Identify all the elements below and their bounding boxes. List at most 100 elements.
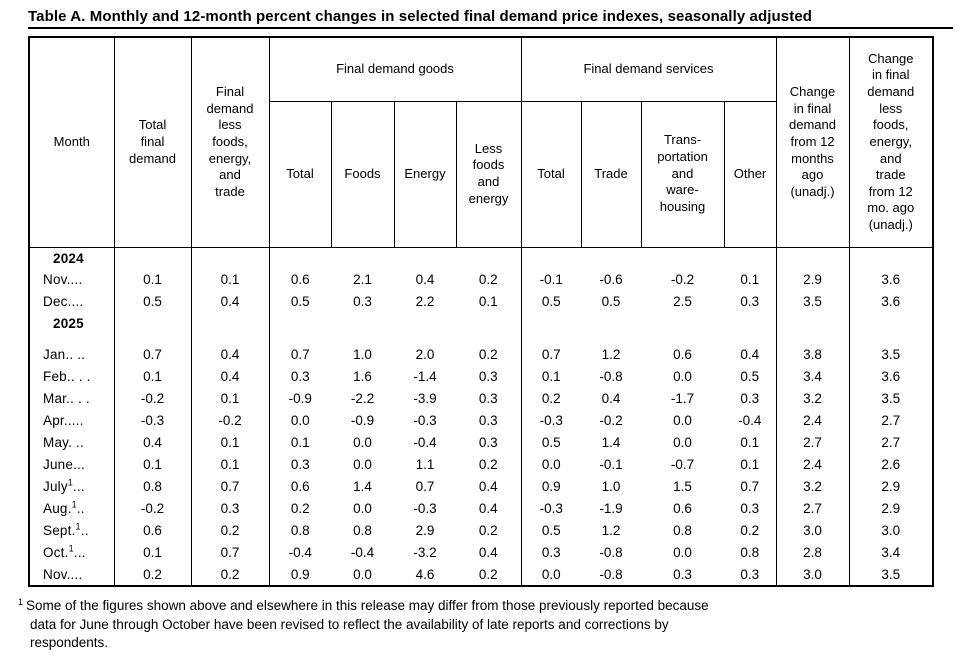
value-cell: 0.5	[724, 366, 777, 388]
month-label-cell: Oct.1...	[29, 542, 115, 564]
value-cell: 3.6	[881, 369, 901, 385]
table-a: Month Total final demand Final demand le…	[28, 36, 934, 587]
value-cell: 0.7	[724, 476, 777, 498]
value-cell: 2.9	[881, 479, 901, 495]
value-cell: 0.3	[456, 366, 522, 388]
value-cell: 4.6	[415, 566, 435, 582]
value-cell: -0.4	[413, 435, 437, 451]
table-row: Jan.. .. 0.7 0.4 0.7 1.0 2.0 0.2 0.7 1.2 0.6 0.4 3.…	[29, 335, 933, 366]
value-cell: 0.5	[541, 435, 561, 451]
title-bar: Table A. Monthly and 12-month percent ch…	[28, 8, 953, 29]
value-cell: 0.3	[353, 294, 372, 310]
value-cell: 0.4	[191, 366, 270, 388]
year-row: 2025	[29, 313, 933, 335]
value-cell: 0.3	[724, 498, 777, 520]
value-cell: 0.0	[541, 457, 561, 473]
value-cell: 0.0	[353, 501, 372, 517]
value-cell: 0.4	[601, 391, 621, 407]
page-title: Table A. Monthly and 12-month percent ch…	[28, 8, 813, 25]
value-cell: 0.1	[191, 388, 270, 410]
value-cell: -0.6	[599, 272, 623, 288]
value-cell: 0.4	[191, 291, 270, 313]
value-cell	[331, 313, 394, 335]
col-header-change-less-12-months: Change in final demand less foods, energ…	[849, 37, 933, 248]
col-header-month: Month	[29, 37, 115, 248]
value-cell: -0.3	[413, 413, 437, 429]
value-cell: -0.4	[288, 545, 312, 561]
value-cell: 3.6	[881, 294, 901, 310]
value-cell: 0.3	[456, 388, 522, 410]
value-cell: -0.1	[599, 457, 623, 473]
value-cell: 0.3	[673, 566, 692, 582]
col-header-goods-total: Total	[269, 101, 332, 248]
value-cell: 0.2	[290, 501, 310, 517]
value-cell: 0.1	[114, 269, 192, 291]
value-cell	[394, 247, 456, 269]
month-label-cell: Mar.. . .	[29, 388, 115, 410]
value-cell: 0.3	[541, 545, 561, 561]
col-header-services-total: Total	[521, 101, 582, 248]
value-cell: 1.4	[601, 435, 621, 451]
value-cell: 0.8	[673, 523, 692, 539]
value-cell: 0.3	[724, 291, 777, 313]
month-label-cell: Aug.1..	[29, 498, 115, 520]
value-cell: -1.4	[413, 369, 437, 385]
month-label-cell: Jan.. ..	[29, 335, 115, 366]
value-cell: 0.7	[290, 347, 310, 363]
value-cell: 0.1	[191, 269, 270, 291]
year-label-cell: 2024	[29, 247, 115, 269]
value-cell: 0.3	[290, 369, 310, 385]
value-cell: 0.6	[114, 520, 192, 542]
value-cell: 1.4	[353, 479, 372, 495]
table-body: 2024 Nov.... 0.1 0.1 0.6 2.1 0.4 0.2 -0.1 -0.6 -0.…	[29, 247, 933, 586]
value-cell: -3.2	[413, 545, 437, 561]
value-cell	[394, 313, 456, 335]
value-cell: 0.3	[456, 432, 522, 454]
month-label-cell: Feb.. . .	[29, 366, 115, 388]
footnote-ref: 1	[67, 477, 74, 488]
value-cell	[114, 247, 192, 269]
table-row: June... 0.1 0.1 0.3 0.0 1.1 0.2 0.0 -0.1 -0.7 0.1 2…	[29, 454, 933, 476]
value-cell: -0.2	[670, 272, 695, 288]
table-row: Feb.. . . 0.1 0.4 0.3 1.6 -1.4 0.3 0.1 -0.8 0.0 0.…	[29, 366, 933, 388]
value-cell: 0.9	[541, 479, 561, 495]
month-label-cell: Nov....	[29, 564, 115, 586]
value-cell: 0.1	[456, 291, 522, 313]
value-cell	[641, 313, 724, 335]
value-cell: 0.5	[290, 294, 310, 310]
value-cell: -0.1	[539, 272, 563, 288]
value-cell: 3.5	[881, 566, 901, 582]
value-cell	[456, 247, 522, 269]
value-cell: 0.8	[353, 523, 372, 539]
value-cell: 0.0	[353, 566, 372, 582]
value-cell: 3.5	[881, 347, 901, 363]
value-cell: 2.7	[776, 498, 850, 520]
value-cell: 0.2	[724, 520, 777, 542]
value-cell: 0.0	[673, 435, 692, 451]
value-cell: 0.3	[456, 410, 522, 432]
col-header-total-final-demand: Total final demand	[114, 37, 192, 248]
value-cell: 0.2	[541, 391, 561, 407]
value-cell: 2.0	[415, 347, 435, 363]
value-cell: 0.1	[724, 269, 777, 291]
value-cell: 0.1	[290, 435, 310, 451]
value-cell: -0.3	[539, 413, 563, 429]
value-cell: 0.5	[114, 291, 192, 313]
value-cell	[269, 313, 331, 335]
value-cell: 2.1	[353, 272, 372, 288]
col-header-goods-foods: Foods	[331, 101, 395, 248]
value-cell: 0.1	[724, 454, 777, 476]
value-cell: 1.1	[415, 457, 435, 473]
value-cell: 0.6	[673, 501, 692, 517]
group-header-final-demand-goods: Final demand goods	[269, 37, 522, 102]
value-cell: 0.3	[724, 388, 777, 410]
value-cell: 3.0	[776, 520, 850, 542]
value-cell: -0.2	[191, 410, 270, 432]
value-cell	[849, 247, 933, 269]
value-cell: 2.9	[881, 501, 901, 517]
value-cell: 0.0	[673, 413, 692, 429]
value-cell: 0.0	[673, 545, 692, 561]
value-cell: 0.0	[290, 413, 310, 429]
value-cell: -0.3	[539, 501, 563, 517]
month-label-cell: Sept.1..	[29, 520, 115, 542]
